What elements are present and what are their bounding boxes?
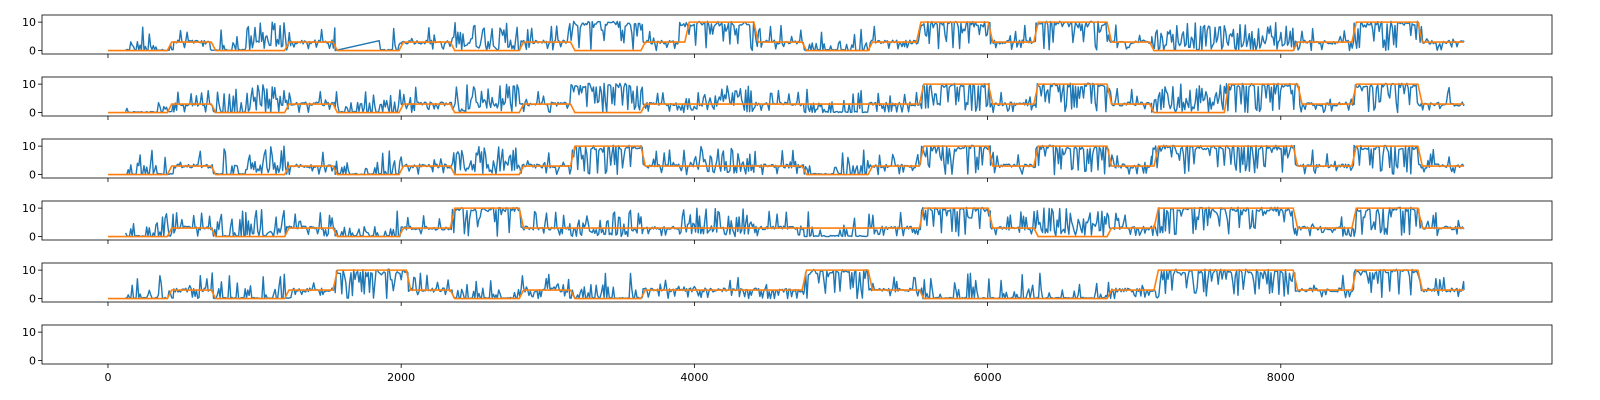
x-tick-label: 6000 <box>974 371 1002 384</box>
series-noisy-signal <box>125 268 1465 300</box>
subplot-5: 0 10 <box>22 262 1553 306</box>
subplot-4: 0 10 <box>22 200 1553 244</box>
subplot-6: 0 10 0 2000 4000 6000 8000 <box>22 324 1553 384</box>
y-tick-label: 10 <box>22 264 36 277</box>
series-step-signal <box>108 145 1464 176</box>
plot-area <box>108 20 1465 52</box>
series-noisy-signal <box>124 82 1465 114</box>
axes-frame <box>41 200 1553 241</box>
y-tick-label: 10 <box>22 16 36 29</box>
plot-area <box>108 82 1465 114</box>
series-step-signal <box>108 207 1464 238</box>
plot-area <box>108 144 1465 176</box>
subplot-3: 0 10 <box>22 138 1553 182</box>
series-noisy-signal <box>125 144 1465 176</box>
plot-area <box>108 206 1465 238</box>
axes-frame <box>41 262 1553 303</box>
series-step-signal <box>108 21 1464 52</box>
y-tick-label: 0 <box>29 45 36 58</box>
y-tick-label: 10 <box>22 202 36 215</box>
subplot-2: 0 10 <box>22 76 1553 120</box>
y-tick-label: 10 <box>22 326 36 339</box>
x-tick-label: 0 <box>104 371 111 384</box>
y-tick-label: 10 <box>22 78 36 91</box>
y-tick-label: 0 <box>29 231 36 244</box>
plot-area <box>108 268 1465 300</box>
x-tick-label: 8000 <box>1267 371 1295 384</box>
y-tick-label: 0 <box>29 293 36 306</box>
series-noisy-signal <box>124 206 1465 238</box>
series-step-signal <box>108 83 1464 114</box>
y-tick-label: 0 <box>29 355 36 368</box>
y-tick-label: 0 <box>29 169 36 182</box>
axes-frame <box>41 138 1553 179</box>
x-tick-label: 4000 <box>680 371 708 384</box>
subplot-1: 0 10 <box>22 14 1553 58</box>
series-step-signal <box>108 269 1464 300</box>
axes-frame <box>41 324 1553 365</box>
axes-frame <box>41 14 1553 55</box>
axes-frame <box>41 76 1553 117</box>
y-tick-label: 10 <box>22 140 36 153</box>
y-tick-label: 0 <box>29 107 36 120</box>
series-noisy-signal <box>125 20 1465 52</box>
x-tick-label: 2000 <box>387 371 415 384</box>
